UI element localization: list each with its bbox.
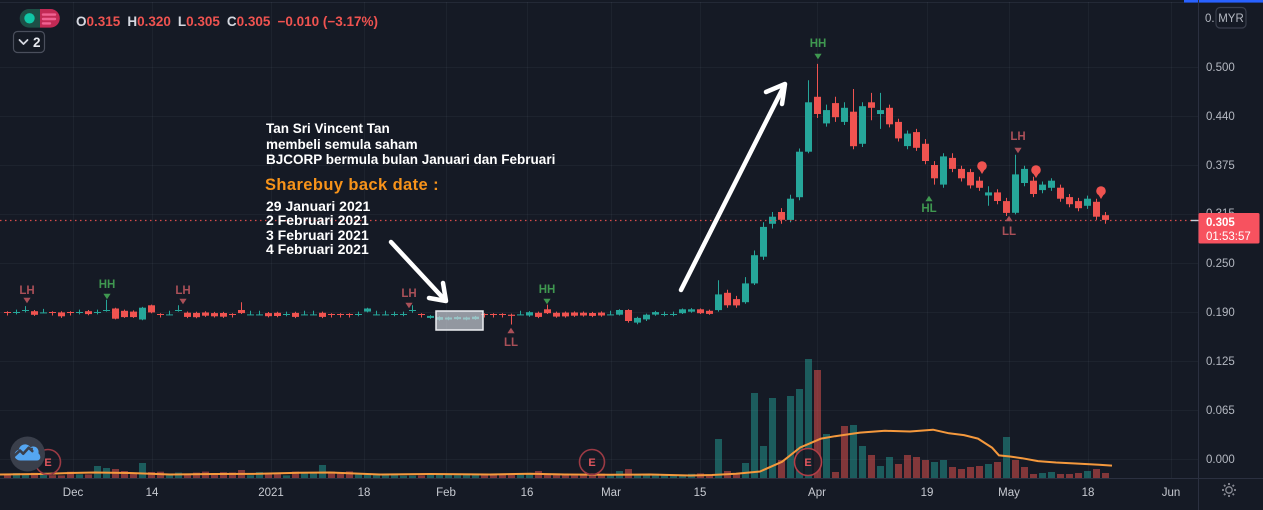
svg-text:01:53:57: 01:53:57 (1206, 231, 1251, 243)
svg-text:May: May (998, 487, 1020, 499)
svg-text:0.440: 0.440 (1206, 111, 1235, 123)
svg-text:LL: LL (1002, 226, 1016, 238)
svg-text:HH: HH (810, 38, 827, 50)
svg-text:0.250: 0.250 (1206, 258, 1235, 270)
svg-text:0.125: 0.125 (1206, 356, 1235, 368)
svg-text:18: 18 (1082, 487, 1095, 499)
svg-text:HH: HH (539, 284, 556, 296)
svg-text:0.190: 0.190 (1206, 307, 1235, 319)
svg-text:16: 16 (521, 487, 534, 499)
svg-text:0.375: 0.375 (1206, 160, 1235, 172)
svg-text:Tan Sri Vincent Tan: Tan Sri Vincent Tan (266, 121, 390, 136)
svg-text:E: E (44, 457, 51, 469)
svg-text:2021: 2021 (258, 487, 284, 499)
svg-text:E: E (588, 457, 595, 469)
svg-text:LH: LH (401, 288, 416, 300)
svg-text:membeli semula saham: membeli semula saham (266, 137, 418, 152)
svg-text:0.500: 0.500 (1206, 62, 1235, 74)
svg-text:E: E (804, 457, 811, 469)
svg-text:2 Februari 2021: 2 Februari 2021 (266, 212, 369, 228)
svg-text:29 Januari 2021: 29 Januari 2021 (266, 198, 371, 214)
svg-text:MYR: MYR (1218, 13, 1244, 25)
svg-text:Feb: Feb (436, 487, 456, 499)
svg-text:Sharebuy back date :: Sharebuy back date : (265, 176, 439, 194)
svg-text:HL: HL (921, 203, 936, 215)
svg-text:Apr: Apr (808, 487, 826, 499)
svg-text:2: 2 (33, 35, 41, 50)
svg-text:19: 19 (921, 487, 934, 499)
svg-text:LH: LH (1010, 131, 1025, 143)
svg-text:LH: LH (19, 285, 34, 297)
svg-text:LL: LL (504, 337, 518, 349)
svg-text:HH: HH (99, 279, 116, 291)
svg-text:4 Februari 2021: 4 Februari 2021 (266, 241, 369, 257)
svg-text:0.065: 0.065 (1206, 405, 1235, 417)
svg-text:14: 14 (146, 487, 159, 499)
svg-text:3 Februari 2021: 3 Februari 2021 (266, 227, 369, 243)
svg-text:Mar: Mar (601, 487, 621, 499)
svg-text:LH: LH (175, 285, 190, 297)
svg-text:18: 18 (358, 487, 371, 499)
svg-text:0.000: 0.000 (1206, 454, 1235, 466)
svg-text:Dec: Dec (63, 487, 84, 499)
svg-text:15: 15 (694, 487, 707, 499)
svg-text:0.: 0. (1205, 13, 1215, 25)
svg-text:0.305: 0.305 (1206, 217, 1235, 229)
svg-text:BJCORP bermula bulan Januari d: BJCORP bermula bulan Januari dan Februar… (266, 152, 555, 167)
svg-text:Jun: Jun (1162, 487, 1181, 499)
